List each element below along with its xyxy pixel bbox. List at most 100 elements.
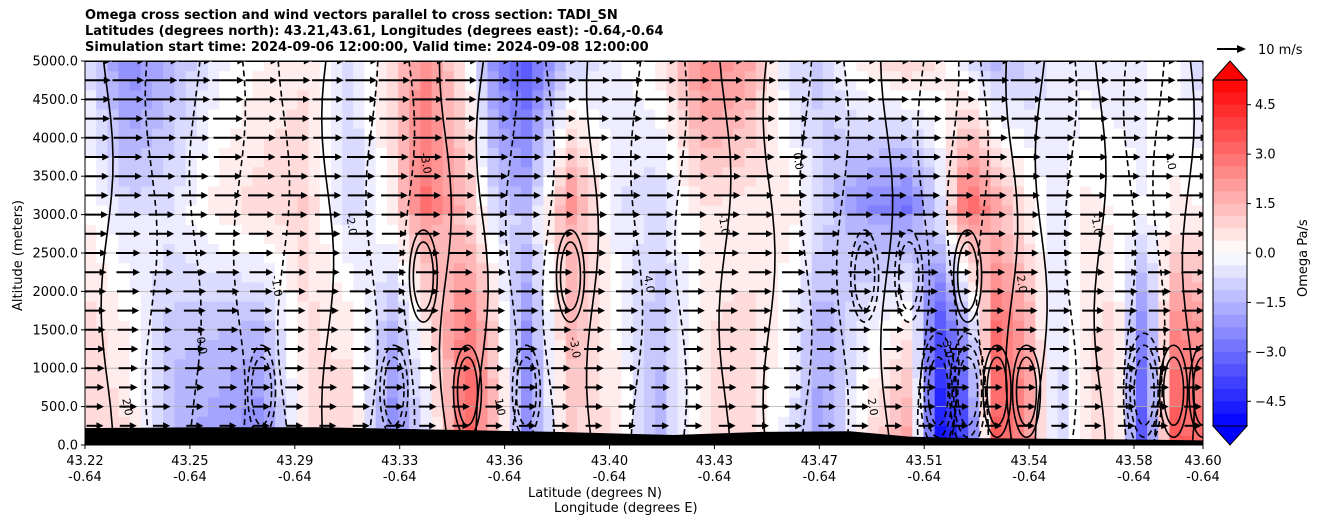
wind-arrow-head [1128,383,1136,391]
omega-cell [308,387,321,398]
omega-cell [1158,358,1171,369]
omega-cell [856,128,869,139]
omega-cell [118,128,131,139]
omega-cell [1169,243,1182,254]
omega-cell [386,224,399,235]
omega-cell [979,176,992,187]
contour-ring [383,356,405,427]
omega-cell [1057,128,1070,139]
omega-cell [1080,243,1092,254]
wind-arrow-head [497,326,505,334]
omega-cell [699,329,712,340]
omega-cell [330,214,343,225]
omega-cell [778,70,790,81]
wind-arrow-head [796,364,804,372]
omega-cell [543,128,556,139]
wind-arrow-head [1064,268,1072,276]
omega-cell [1135,397,1148,408]
omega-cell [621,272,634,283]
omega-cell [733,157,746,168]
omega-cell [912,70,925,81]
omega-cell [476,80,489,91]
omega-cell [733,224,746,235]
omega-cell [722,406,735,417]
omega-cell [1158,425,1171,436]
omega-cell [442,387,455,398]
omega-cell [353,109,366,120]
omega-cell [353,176,366,187]
omega-cell [241,272,254,283]
omega-cell [834,281,846,292]
omega-cell [800,214,813,225]
omega-cell [308,80,321,91]
omega-cell [666,281,679,292]
omega-cell [1169,397,1182,408]
omega-cell [666,205,679,216]
omega-cell [152,349,164,360]
omega-cell [1057,377,1070,388]
omega-cell [509,253,522,264]
omega-cell [118,147,131,158]
omega-cell [476,195,489,206]
omega-cell [912,310,925,321]
omega-cell [409,349,421,360]
omega-cell [96,368,108,379]
wind-arrow-head [1131,268,1139,276]
omega-cell [666,99,679,110]
wind-arrow-head [267,211,275,219]
omega-cell [207,262,220,273]
omega-cell [1102,243,1115,254]
omega-cell [565,166,578,177]
omega-cell [353,243,366,254]
omega-cell [375,368,388,379]
omega-cell [1180,70,1193,81]
omega-cell [811,128,824,139]
omega-cell [1035,349,1048,360]
omega-cell [565,118,578,129]
omega-cell [275,157,287,168]
omega-cell [398,176,410,187]
omega-cell [822,166,835,177]
omega-cell [711,406,723,417]
omega-cell [1169,195,1182,206]
omega-cell [152,368,164,379]
omega-cell [610,272,623,283]
omega-cell [375,243,388,254]
omega-cell [353,387,366,398]
omega-cell [934,262,947,273]
omega-cell [655,61,667,72]
omega-cell [1057,368,1070,379]
wind-arrow-head [666,211,674,219]
omega-cell [1124,157,1137,168]
omega-cell [856,406,869,417]
omega-cell [1012,185,1025,196]
omega-cell [901,109,913,120]
omega-cell [800,147,813,158]
omega-cell [834,272,846,283]
omega-cell [174,224,187,235]
omega-cell [375,61,388,72]
omega-cell [386,281,399,292]
omega-cell [129,166,142,177]
omega-cell [576,224,589,235]
omega-cell [353,358,366,369]
omega-cell [744,291,757,302]
wind-arrow-head [430,345,438,353]
omega-cell [1057,109,1070,120]
omega-cell [744,176,757,187]
omega-cell [789,349,802,360]
wind-arrow-head [799,230,807,238]
omega-cell [1180,185,1193,196]
omega-cell [957,157,969,168]
omega-cell [252,349,265,360]
omega-cell [554,205,567,216]
omega-cell [1147,89,1159,100]
omega-cell [487,416,500,427]
omega-cell [554,99,567,110]
omega-cell [599,377,612,388]
omega-cell [1080,425,1092,436]
omega-cell [923,416,936,427]
omega-cell [353,320,366,331]
omega-cell [957,397,969,408]
omega-cell [1035,291,1048,302]
